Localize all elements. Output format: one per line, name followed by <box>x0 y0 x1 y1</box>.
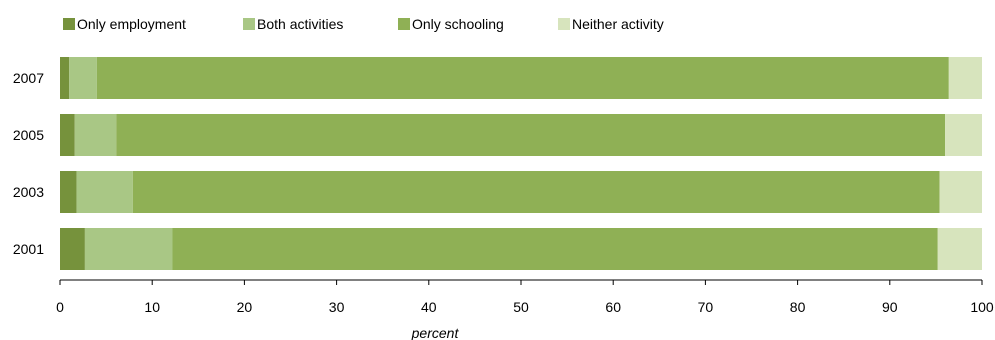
x-axis-ticks: 0 10 20 30 40 50 60 70 80 90 100 <box>56 280 994 315</box>
bar-segment <box>69 57 97 99</box>
bar-segment <box>172 228 938 270</box>
bar-segment <box>132 171 940 213</box>
legend-label: Neither activity <box>572 16 664 32</box>
y-tick-label: 2003 <box>13 184 44 200</box>
legend: Only employment Both activities Only schoo… <box>63 16 664 32</box>
x-tick-label: 60 <box>605 299 621 315</box>
y-axis-labels: 2007 2005 2003 2001 <box>13 70 44 257</box>
x-tick-label: 20 <box>237 299 253 315</box>
x-tick-label: 90 <box>882 299 898 315</box>
bar-segment <box>96 57 949 99</box>
legend-swatch <box>243 18 255 30</box>
x-tick-label: 40 <box>421 299 437 315</box>
x-axis-title: percent <box>411 325 460 340</box>
bar-segment <box>116 114 946 156</box>
y-tick-label: 2001 <box>13 241 44 257</box>
bar-segment <box>60 57 70 99</box>
x-tick-label: 10 <box>144 299 160 315</box>
legend-swatch <box>398 18 410 30</box>
legend-label: Only employment <box>77 16 186 32</box>
bar-segment <box>60 171 77 213</box>
bar-segment <box>74 114 117 156</box>
bar-segment <box>60 114 75 156</box>
y-tick-label: 2005 <box>13 127 44 143</box>
bar-segment <box>939 171 982 213</box>
x-tick-label: 80 <box>790 299 806 315</box>
x-tick-label: 70 <box>698 299 714 315</box>
x-tick-label: 0 <box>56 299 64 315</box>
x-tick-label: 100 <box>970 299 994 315</box>
legend-swatch <box>558 18 570 30</box>
bar-segment <box>948 57 982 99</box>
bar-segment <box>76 171 133 213</box>
bar-segment <box>84 228 173 270</box>
legend-label: Only schooling <box>412 16 504 32</box>
legend-swatch <box>63 18 75 30</box>
x-tick-label: 50 <box>513 299 529 315</box>
bar-segment <box>60 228 85 270</box>
y-tick-label: 2007 <box>13 70 44 86</box>
legend-label: Both activities <box>257 16 343 32</box>
bar-segment <box>937 228 982 270</box>
x-tick-label: 30 <box>329 299 345 315</box>
bars <box>60 57 982 270</box>
bar-segment <box>945 114 982 156</box>
